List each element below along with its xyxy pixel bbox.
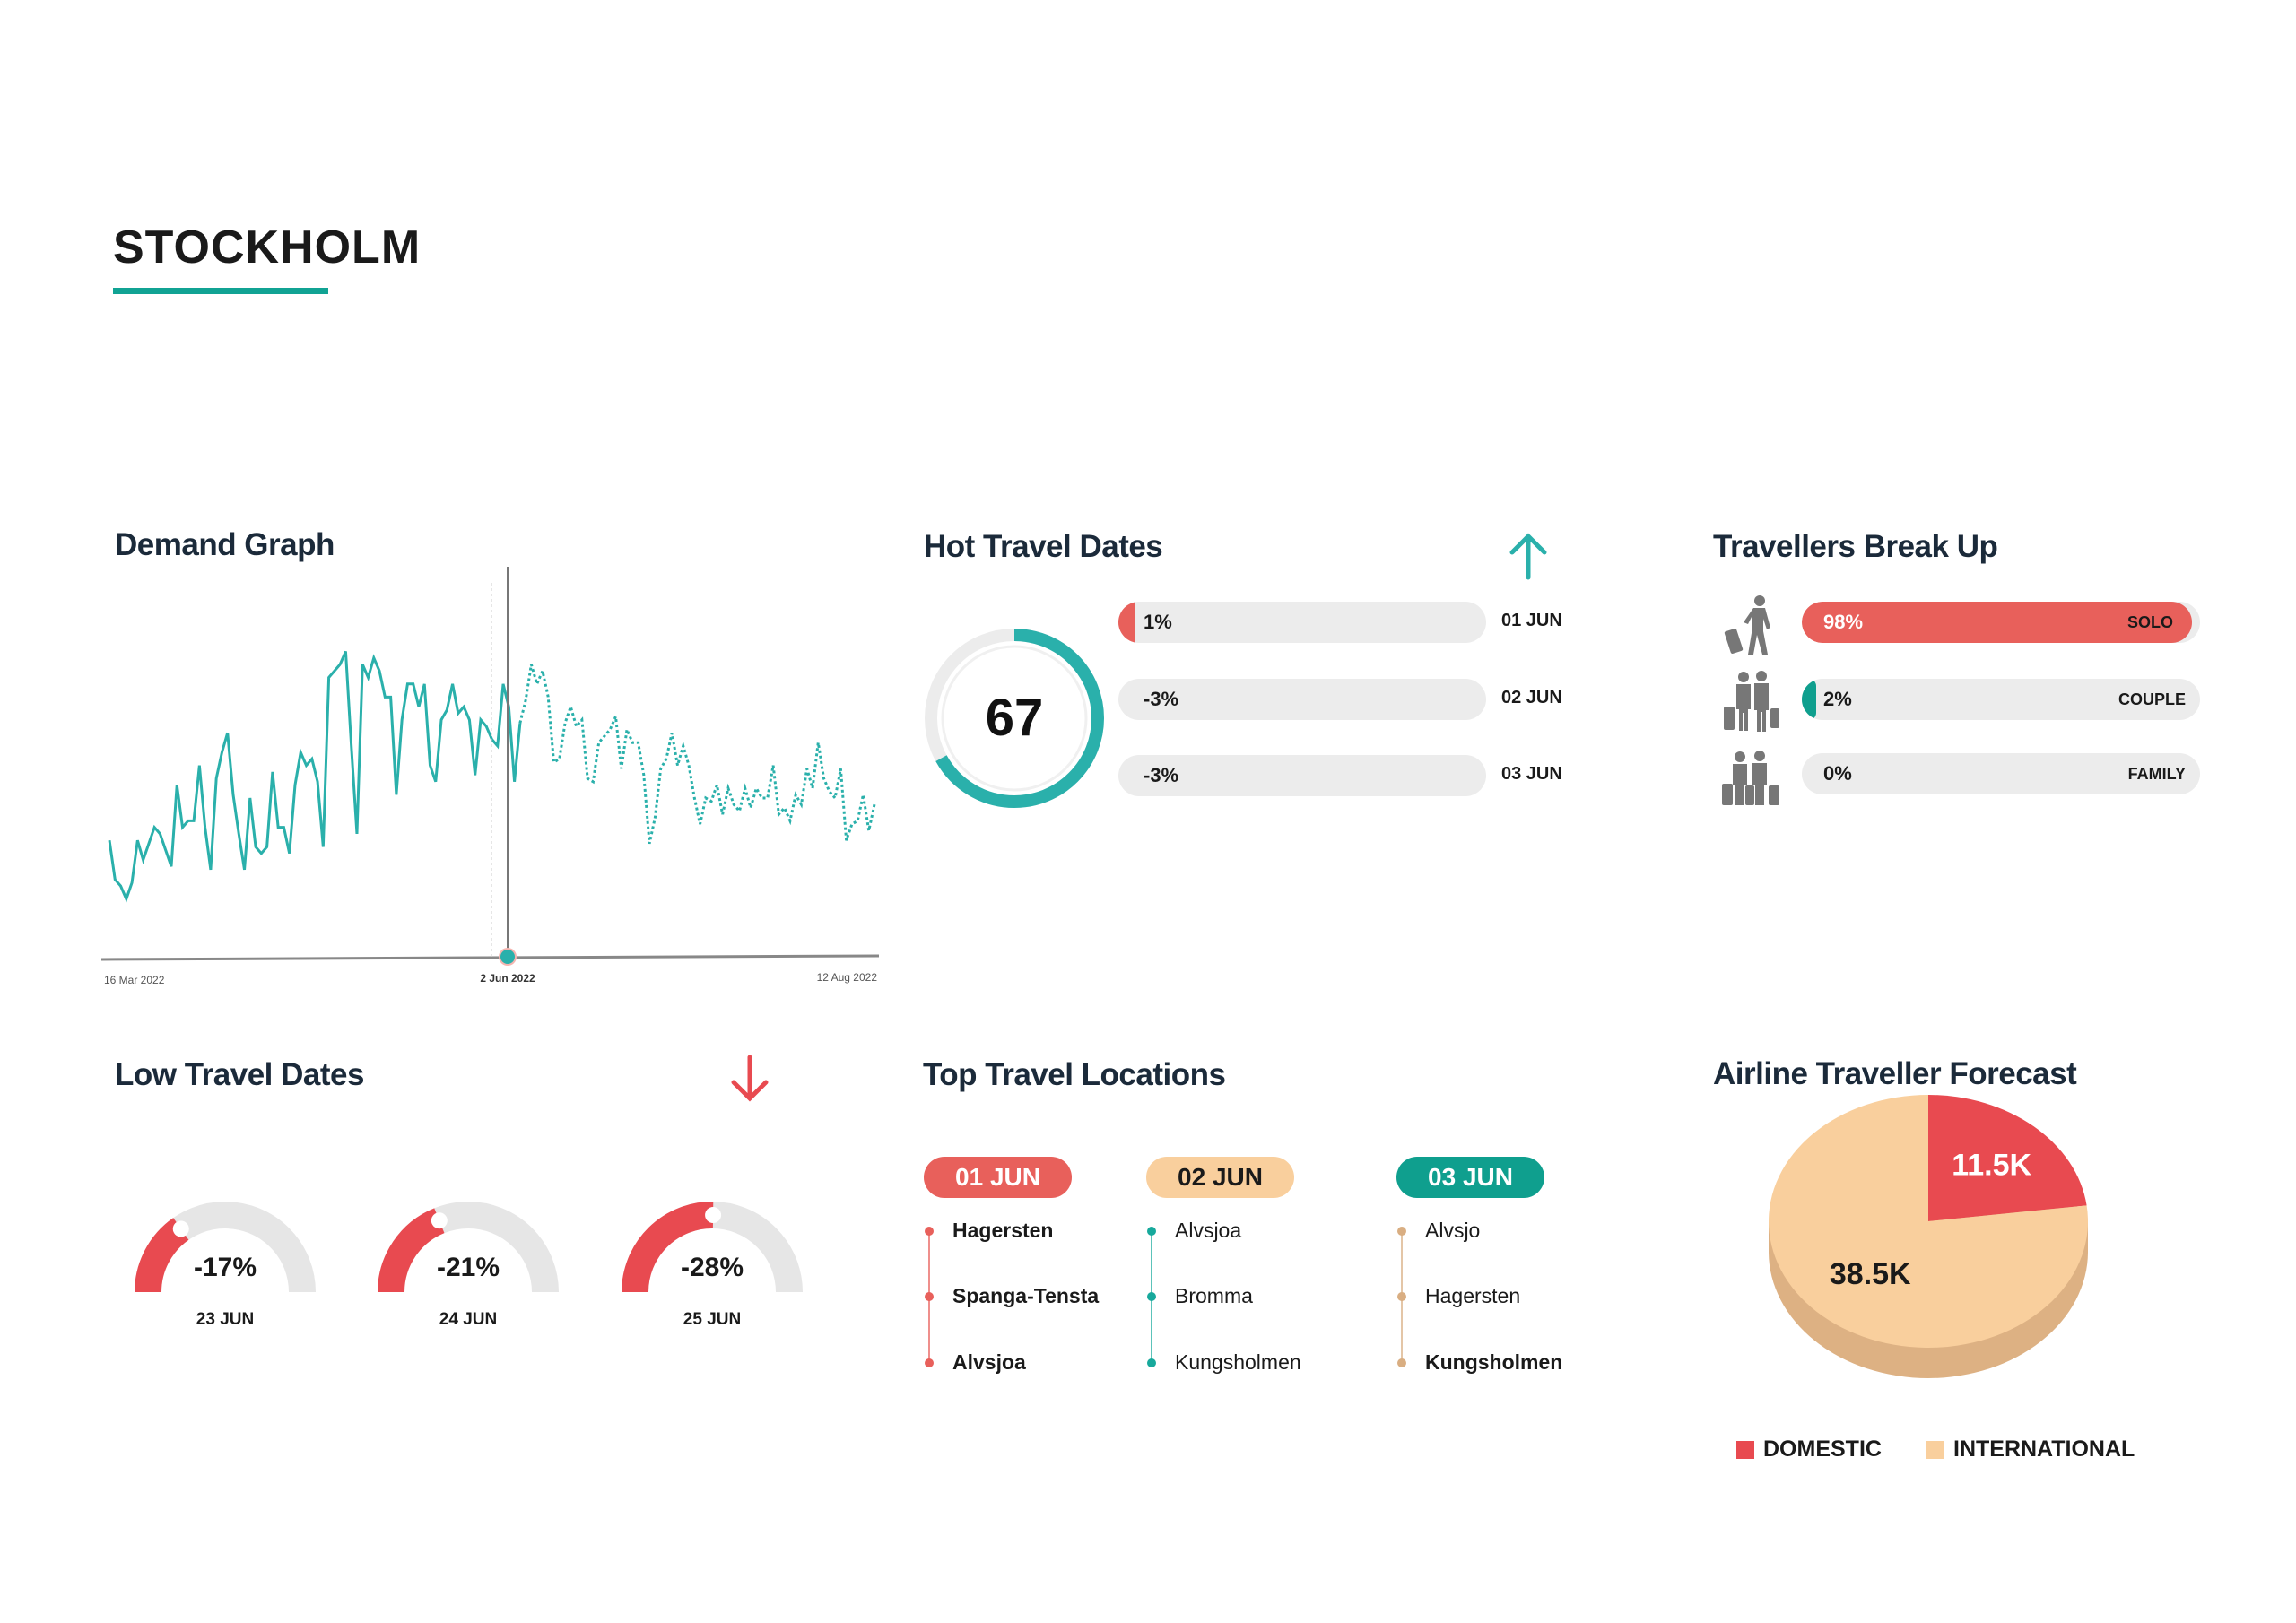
hot-date-pct: -3% <box>1144 688 1179 710</box>
date-marker-handle[interactable] <box>500 950 515 964</box>
gauge-value: -28% <box>680 1253 744 1282</box>
low-travel-dates-heading: Low Travel Dates <box>115 1057 364 1092</box>
traveller-pct: 98% <box>1823 611 1864 633</box>
traveller-bar-solo: 98% SOLO <box>1802 602 2200 643</box>
legend-international: INTERNATIONAL <box>1926 1436 2135 1462</box>
traveller-bar-fill <box>1802 602 2193 643</box>
title-underline <box>113 288 328 294</box>
traveller-category: FAMILY <box>2127 765 2186 783</box>
gauge-knob <box>705 1207 722 1224</box>
travellers-heading: Travellers Break Up <box>1713 529 1998 564</box>
location-item[interactable]: Hagersten <box>952 1219 1054 1242</box>
gauge-fill <box>622 1202 714 1293</box>
location-item[interactable]: Kungsholmen <box>1175 1350 1301 1374</box>
x-tick-start: 16 Mar 2022 <box>104 974 165 986</box>
solo-traveller-icon <box>1724 595 1770 655</box>
pie-slice-label: 11.5K <box>1952 1149 2031 1183</box>
score-value: 67 <box>986 689 1044 747</box>
traveller-category: SOLO <box>2126 613 2173 631</box>
location-dot <box>1147 1292 1156 1301</box>
legend-domestic: DOMESTIC <box>1736 1436 1882 1462</box>
legend-label-international: INTERNATIONAL <box>1953 1436 2135 1462</box>
x-axis-line <box>100 954 880 961</box>
pie-slice-label: 38.5K <box>1830 1257 1911 1291</box>
arrow-up-icon <box>1509 533 1547 580</box>
location-item[interactable]: Alvsjo <box>1425 1219 1481 1242</box>
location-item[interactable]: Hagersten <box>1425 1284 1521 1307</box>
location-dot <box>925 1292 934 1301</box>
low-date-gauge <box>622 1202 803 1293</box>
location-dot <box>1147 1227 1156 1236</box>
location-item[interactable]: Kungsholmen <box>1425 1350 1563 1374</box>
location-dot <box>925 1227 934 1236</box>
family-traveller-icon <box>1722 751 1779 805</box>
hot-date-pct: -3% <box>1144 764 1179 786</box>
demand-graph-chart: 16 Mar 2022 2 Jun 2022 12 Aug 2022 <box>100 567 880 986</box>
location-date-pill[interactable]: 02 JUN <box>1146 1157 1294 1198</box>
hot-date-label: 02 JUN <box>1501 688 1562 707</box>
gauge-date: 25 JUN <box>683 1310 742 1329</box>
hot-date-bar: 1% <box>1118 602 1486 643</box>
gauge-date: 24 JUN <box>439 1310 498 1329</box>
location-dot <box>925 1358 934 1367</box>
gauge-value: -17% <box>193 1253 257 1282</box>
traveller-bar-couple: 2% COUPLE <box>1802 679 2200 720</box>
location-item[interactable]: Spanga-Tensta <box>952 1284 1100 1307</box>
page-title: STOCKHOLM <box>113 221 422 273</box>
donut-inner <box>941 645 1088 792</box>
location-date-pill[interactable]: 01 JUN <box>924 1157 1072 1198</box>
location-dot <box>1147 1358 1156 1367</box>
location-item[interactable]: Bromma <box>1175 1284 1253 1307</box>
traveller-bar-family: 0% FAMILY <box>1802 753 2200 794</box>
pie-slice-international <box>1769 1095 2088 1348</box>
legend-swatch-international <box>1926 1440 1944 1459</box>
pie-slice-domestic <box>1928 1095 2087 1221</box>
demand-series-actual <box>108 650 522 903</box>
demand-series-forecast <box>518 664 876 845</box>
location-item[interactable]: Alvsjoa <box>952 1350 1026 1374</box>
traveller-pct: 2% <box>1823 688 1852 710</box>
legend-swatch-domestic <box>1736 1440 1754 1459</box>
gauge-fill <box>378 1208 445 1293</box>
x-tick-marker: 2 Jun 2022 <box>480 972 535 985</box>
demand-graph-heading: Demand Graph <box>115 527 335 562</box>
hot-travel-dates-heading: Hot Travel Dates <box>924 529 1163 564</box>
traveller-category: COUPLE <box>2118 690 2186 708</box>
hot-date-pct: 1% <box>1144 611 1172 633</box>
score-donut: 67 <box>925 629 1104 808</box>
arrow-down-icon <box>731 1055 769 1102</box>
airline-forecast-heading: Airline Traveller Forecast <box>1713 1056 2077 1091</box>
location-dot <box>1397 1227 1406 1236</box>
top-travel-locations-heading: Top Travel Locations <box>923 1057 1226 1092</box>
airline-forecast-pie: 11.5K 38.5K <box>1769 1095 2088 1378</box>
location-item[interactable]: Alvsjoa <box>1175 1219 1242 1242</box>
traveller-bar-fill <box>1802 679 1816 720</box>
x-tick-end: 12 Aug 2022 <box>817 971 878 984</box>
hot-date-label: 03 JUN <box>1501 764 1562 784</box>
hot-date-bar: -3% <box>1118 755 1486 796</box>
gauge-knob <box>430 1212 448 1229</box>
traveller-pct: 0% <box>1823 762 1852 785</box>
hot-date-bar: -3% <box>1118 679 1486 720</box>
gauge-date: 23 JUN <box>196 1310 255 1329</box>
donut-progress-arc <box>925 629 1104 808</box>
location-date-pill[interactable]: 03 JUN <box>1396 1157 1544 1198</box>
hot-date-bar-fill <box>1118 602 1135 643</box>
low-date-gauge <box>135 1202 316 1293</box>
legend-label-domestic: DOMESTIC <box>1763 1436 1882 1462</box>
low-date-gauge <box>378 1202 559 1293</box>
gauge-value: -21% <box>436 1253 500 1282</box>
location-dot <box>1397 1292 1406 1301</box>
hot-date-label: 01 JUN <box>1501 611 1562 630</box>
couple-traveller-icon <box>1724 671 1779 732</box>
gauge-knob <box>172 1220 189 1237</box>
location-dot <box>1397 1358 1406 1367</box>
